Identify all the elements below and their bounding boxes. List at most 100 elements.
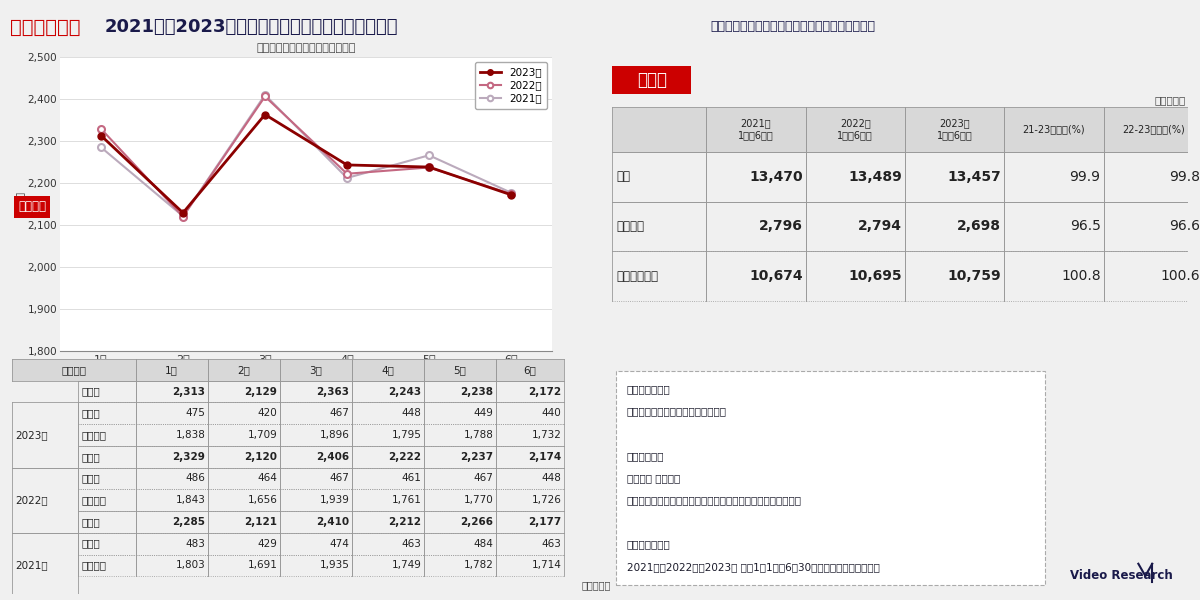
Text: 2,794: 2,794 [858,220,902,233]
Bar [1004,107,1104,152]
Text: 2023年
1月～6月計: 2023年 1月～6月計 [937,118,972,140]
Text: 420: 420 [258,408,277,418]
Text: 467: 467 [473,473,493,484]
Text: 合計: 合計 [616,170,630,183]
Text: （テレビ局広報テレビＣＭを除く民放５局合計）: （テレビ局広報テレビＣＭを除く民放５局合計） [710,20,875,34]
Bar [280,359,352,380]
Text: 1,795: 1,795 [391,430,421,440]
Text: 463: 463 [401,539,421,548]
Text: 448: 448 [401,408,421,418]
Text: 449: 449 [473,408,493,418]
Text: 集計対象局：: 集計対象局： [626,451,665,461]
Text: 2,121: 2,121 [245,517,277,527]
Text: 467: 467 [329,473,349,484]
Text: 1,788: 1,788 [463,430,493,440]
Text: 483: 483 [185,539,205,548]
Text: 2022年: 2022年 [16,495,48,505]
Text: 1,896: 1,896 [319,430,349,440]
Text: 2,266: 2,266 [461,517,493,527]
Text: 1,838: 1,838 [175,430,205,440]
Text: 464: 464 [257,473,277,484]
Text: 99.9: 99.9 [1069,170,1100,184]
Text: 461: 461 [401,473,421,484]
Text: 2,237: 2,237 [460,452,493,462]
Text: 22-23同期比(%): 22-23同期比(%) [1122,124,1184,134]
Text: 10,695: 10,695 [848,269,902,283]
Text: 2,406: 2,406 [316,452,349,462]
Text: 2,410: 2,410 [316,517,349,527]
Text: 1,782: 1,782 [463,560,493,571]
Text: 13,470: 13,470 [749,170,803,184]
Text: スポット: スポット [82,560,107,571]
Text: 2,238: 2,238 [461,386,493,397]
Text: 475: 475 [185,408,205,418]
Text: 467: 467 [329,408,349,418]
Text: スポットＣＭ: スポットＣＭ [616,270,658,283]
Text: 2,120: 2,120 [245,452,277,462]
Text: 2,174: 2,174 [528,452,562,462]
Text: 1,761: 1,761 [391,495,421,505]
Text: 集計対象期間：: 集計対象期間： [626,539,671,550]
Text: 2,698: 2,698 [958,220,1001,233]
Text: 1,939: 1,939 [319,495,349,505]
Text: 13,489: 13,489 [848,170,902,184]
Bar [905,107,1004,152]
Text: 474: 474 [329,539,349,548]
Text: 2,172: 2,172 [528,386,562,397]
Bar [12,359,136,380]
Text: 2022年
1月～6月計: 2022年 1月～6月計 [838,118,874,140]
Text: 100.8: 100.8 [1061,269,1100,283]
Text: 1,732: 1,732 [532,430,562,440]
Text: 1,656: 1,656 [247,495,277,505]
Text: 484: 484 [473,539,493,548]
Text: 96.5: 96.5 [1069,220,1100,233]
Text: Video Research: Video Research [1070,569,1174,582]
Text: 2021年
1月～6月計: 2021年 1月～6月計 [738,118,774,140]
Bar [208,359,280,380]
Text: 1,843: 1,843 [175,495,205,505]
Text: 番　組: 番 組 [82,539,101,548]
Text: 単位：千秒: 単位：千秒 [1154,95,1186,105]
Bar [707,107,805,152]
Y-axis label: （千秒）: （千秒） [14,191,25,217]
Text: 合　計: 合 計 [82,517,101,527]
Text: 96.6: 96.6 [1169,220,1200,233]
Bar [805,107,905,152]
Text: 単位：千秒: 単位：千秒 [582,580,611,590]
Text: 429: 429 [257,539,277,548]
Text: 1,803: 1,803 [175,560,205,571]
Text: 21-23同期比(%): 21-23同期比(%) [1022,124,1085,134]
Text: （毎日放送・ＡＢＣ・関西テレビ・読売テレビ・テレビ大阪）: （毎日放送・ＡＢＣ・関西テレビ・読売テレビ・テレビ大阪） [626,495,802,505]
Text: 関西地区 民放５局: 関西地区 民放５局 [626,473,680,483]
Text: 1,770: 1,770 [463,495,493,505]
Text: 1,714: 1,714 [532,560,562,571]
Text: 2,212: 2,212 [389,517,421,527]
Text: 440: 440 [542,408,562,418]
Text: 2,129: 2,129 [245,386,277,397]
Text: 2,313: 2,313 [173,386,205,397]
Text: 2,222: 2,222 [389,452,421,462]
Text: 2023年: 2023年 [16,430,48,440]
Text: 1,935: 1,935 [319,560,349,571]
Text: 99.8: 99.8 [1169,170,1200,184]
Text: 番　組: 番 組 [82,408,101,418]
Text: 2,329: 2,329 [173,452,205,462]
Text: 2,796: 2,796 [758,220,803,233]
Text: 月別推移: 月別推移 [18,200,46,214]
Text: 10,674: 10,674 [749,269,803,283]
Text: 2021年～2023年　上半期テレビＣＭ出稿量の推移: 2021年～2023年 上半期テレビＣＭ出稿量の推移 [106,18,398,36]
Text: 1,691: 1,691 [247,560,277,571]
Bar [1104,107,1200,152]
Text: スポット: スポット [82,430,107,440]
Text: 463: 463 [541,539,562,548]
Text: 1,709: 1,709 [247,430,277,440]
Bar [424,359,496,380]
Text: 番組ＣＭ: 番組ＣＭ [616,220,644,233]
Text: 10,759: 10,759 [948,269,1001,283]
Text: データソース：: データソース： [626,384,671,394]
Text: 2,285: 2,285 [173,517,205,527]
Bar [612,66,691,94]
Title: 関西地区＜番組＋スポットＣＭ＞: 関西地区＜番組＋スポットＣＭ＞ [257,43,355,53]
Text: 2021年・2022年・2023年 各年1月1日～6月30日のオンエアテレビＣＭ: 2021年・2022年・2023年 各年1月1日～6月30日のオンエアテレビＣＭ [626,562,880,572]
Text: 1,749: 1,749 [391,560,421,571]
